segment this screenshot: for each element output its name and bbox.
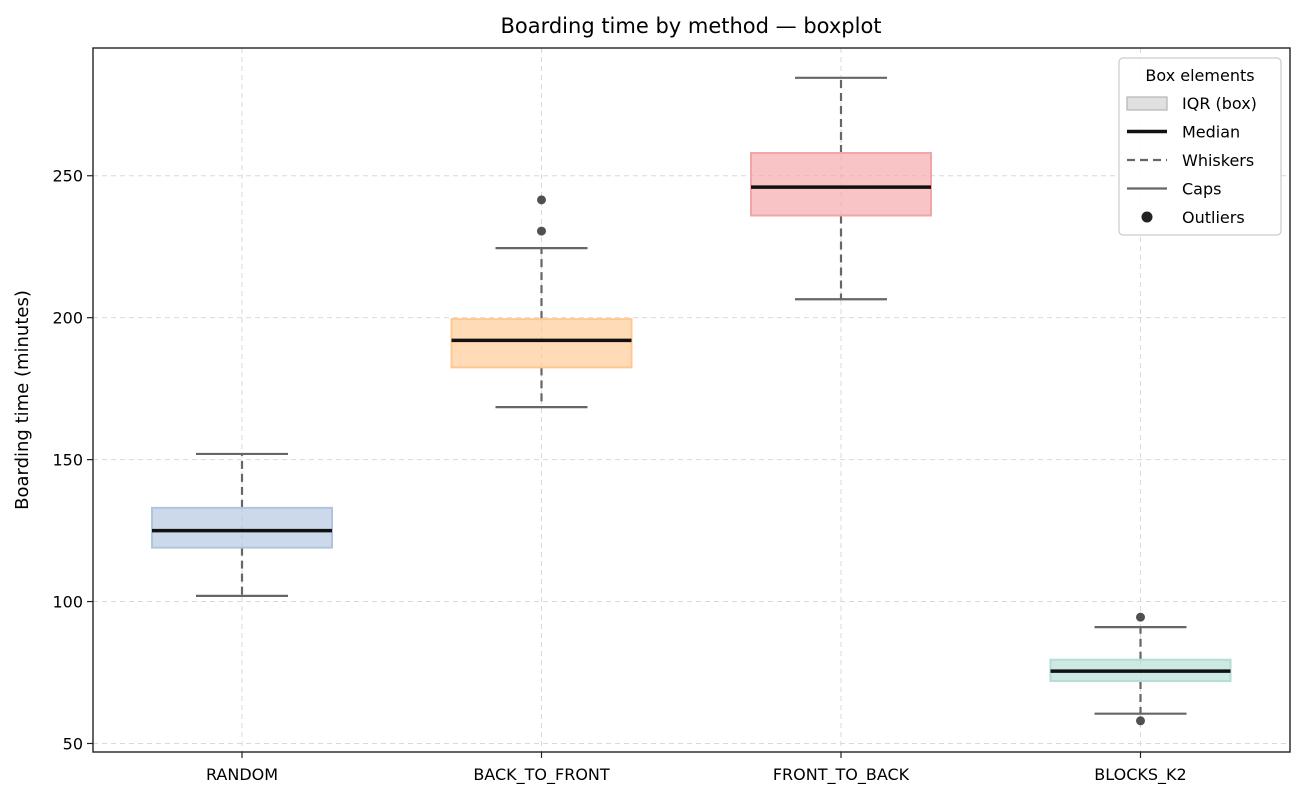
plot-frame — [92, 47, 1291, 753]
legend-label-median: Median — [1182, 123, 1240, 142]
x-tick-label: BACK_TO_FRONT — [473, 765, 610, 785]
box-front-to-back — [750, 76, 932, 301]
y-tick-label: 50 — [63, 734, 83, 753]
x-tick-label: FRONT_TO_BACK — [773, 765, 910, 785]
legend-label-iqr: IQR (box) — [1182, 94, 1257, 113]
y-tick-label: 250 — [52, 167, 83, 186]
legend: Box elements IQR (box) Median Whiskers Caps O… — [1118, 57, 1282, 236]
y-tick-label: 100 — [52, 593, 83, 612]
axis-ticks: 50 100 150 200 250 RANDOM BACK_TO_FRONT FRONT_T… — [52, 167, 1186, 785]
chart-title: Boarding time by method — boxplot — [500, 14, 881, 38]
outlier-point — [537, 195, 546, 205]
legend-swatch-outliers — [1141, 211, 1153, 223]
iqr-box — [450, 318, 633, 369]
y-tick-label: 200 — [52, 309, 83, 328]
iqr-box — [151, 506, 333, 549]
legend-label-whiskers: Whiskers — [1182, 151, 1254, 170]
legend-label-caps: Caps — [1182, 180, 1221, 199]
y-tick-label: 150 — [52, 451, 83, 470]
legend-label-outliers: Outliers — [1182, 208, 1245, 227]
y-axis-label: Boarding time (minutes) — [12, 290, 33, 510]
box-blocks-k2 — [1049, 612, 1232, 726]
box-layer — [151, 76, 1232, 726]
box-back-to-front — [450, 195, 633, 409]
outlier-point — [537, 226, 546, 236]
x-tick-label: BLOCKS_K2 — [1094, 765, 1186, 785]
legend-swatch-iqr — [1126, 96, 1168, 111]
iqr-box — [750, 152, 932, 217]
x-tick-label: RANDOM — [206, 765, 278, 784]
outlier-point — [1136, 716, 1145, 726]
box-random — [151, 452, 333, 597]
legend-title: Box elements — [1145, 66, 1254, 85]
outlier-point — [1136, 612, 1145, 622]
grid-lines — [93, 48, 1290, 752]
